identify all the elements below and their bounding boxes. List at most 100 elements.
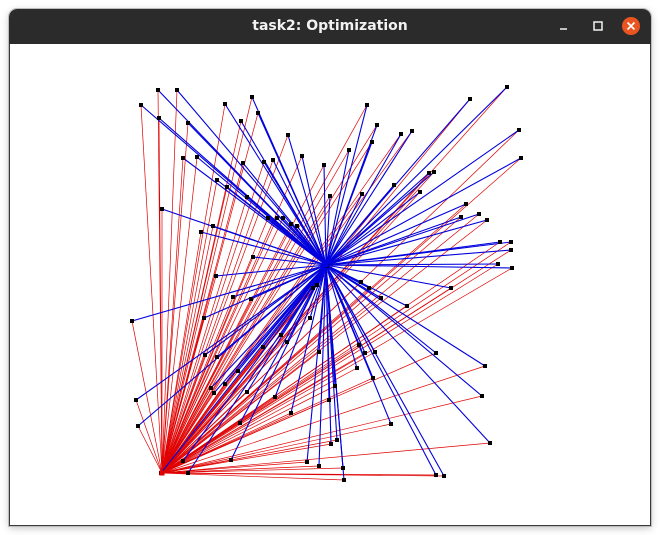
point-marker [359, 280, 363, 284]
red-edge [161, 443, 332, 474]
blue-edge [131, 264, 327, 322]
red-edge [135, 399, 163, 474]
red-edge [161, 263, 499, 474]
red-edge [161, 156, 198, 474]
blue-edge [224, 103, 327, 266]
red-edge [161, 356, 218, 474]
red-edge [131, 320, 163, 474]
close-icon [626, 21, 636, 31]
point-marker [223, 382, 227, 386]
red-edge [161, 385, 336, 474]
blue-edge [325, 157, 522, 266]
blue-hub [323, 262, 329, 268]
points [130, 85, 523, 482]
blue-edge [325, 264, 486, 367]
point-marker [496, 262, 500, 266]
title-bar[interactable]: task2: Optimization [9, 9, 651, 44]
point-marker [241, 161, 245, 165]
point-marker [347, 148, 351, 152]
point-marker [239, 119, 243, 123]
point-marker [249, 297, 253, 301]
blue-edge [325, 241, 512, 266]
red-edge [161, 134, 289, 474]
point-marker [389, 422, 393, 426]
red-edge [161, 459, 232, 474]
red-edge [161, 298, 252, 474]
app-window: task2: Optimization [9, 9, 651, 526]
point-marker [215, 178, 219, 182]
point-marker [357, 343, 361, 347]
blue-edge [306, 264, 327, 463]
red-edge [161, 351, 376, 474]
red-edge [161, 472, 345, 481]
point-marker [195, 155, 199, 159]
point-marker [134, 398, 138, 402]
point-marker [130, 319, 134, 323]
blue-edge [323, 164, 327, 266]
red-edge [161, 284, 318, 474]
point-marker [427, 171, 431, 175]
point-marker [327, 398, 331, 402]
red-edge [137, 425, 163, 474]
point-marker [157, 116, 161, 120]
point-marker [236, 369, 240, 373]
blue-edge [325, 130, 413, 266]
red-edge [161, 179, 218, 474]
red-edge [161, 351, 320, 474]
blue-edge [325, 133, 402, 266]
point-marker [480, 394, 484, 398]
red-edge [161, 442, 491, 474]
red-edge [161, 472, 445, 477]
point-marker [399, 132, 403, 136]
point-marker [485, 218, 489, 222]
point-marker [488, 441, 492, 445]
blue-edge [318, 264, 327, 467]
point-marker [519, 156, 523, 160]
blue-edge [325, 195, 331, 266]
minimize-button[interactable] [555, 17, 573, 35]
point-marker [509, 248, 513, 252]
blue-edge [182, 264, 327, 462]
red-edge [161, 103, 226, 474]
close-button[interactable] [622, 17, 640, 35]
blue-edge [210, 264, 327, 389]
drawing-canvas[interactable] [9, 44, 651, 526]
point-marker [509, 240, 513, 244]
point-marker [229, 458, 233, 462]
point-marker [300, 154, 304, 158]
red-hub [159, 470, 165, 476]
blue-edge [276, 217, 327, 266]
point-marker [279, 333, 283, 337]
red-edge [161, 186, 228, 474]
red-edge [140, 104, 163, 474]
blue-edge [160, 264, 327, 474]
blue-edge [325, 264, 437, 476]
point-marker [468, 97, 472, 101]
point-marker [392, 183, 396, 187]
point-marker [510, 266, 514, 270]
point-marker [341, 466, 345, 470]
blue-edge [272, 159, 327, 266]
red-edge [161, 367, 358, 474]
maximize-button[interactable] [589, 17, 607, 35]
point-marker [262, 160, 266, 164]
point-marker [256, 111, 260, 115]
point-marker [335, 438, 339, 442]
red-edge [161, 352, 366, 474]
point-marker [273, 395, 277, 399]
point-marker [375, 123, 379, 127]
network-plot [130, 85, 523, 482]
blue-edge [325, 264, 452, 289]
point-marker [370, 140, 374, 144]
blue-edge [325, 264, 483, 397]
point-marker [289, 222, 293, 226]
blue-edge [325, 193, 363, 266]
point-marker [342, 478, 346, 482]
blue-edge [325, 149, 350, 266]
point-marker [209, 386, 213, 390]
red-edge [161, 122, 189, 474]
maximize-icon [593, 21, 603, 31]
blue-edge [325, 264, 338, 441]
blue-edge [325, 171, 435, 266]
blue-edge [309, 264, 327, 319]
